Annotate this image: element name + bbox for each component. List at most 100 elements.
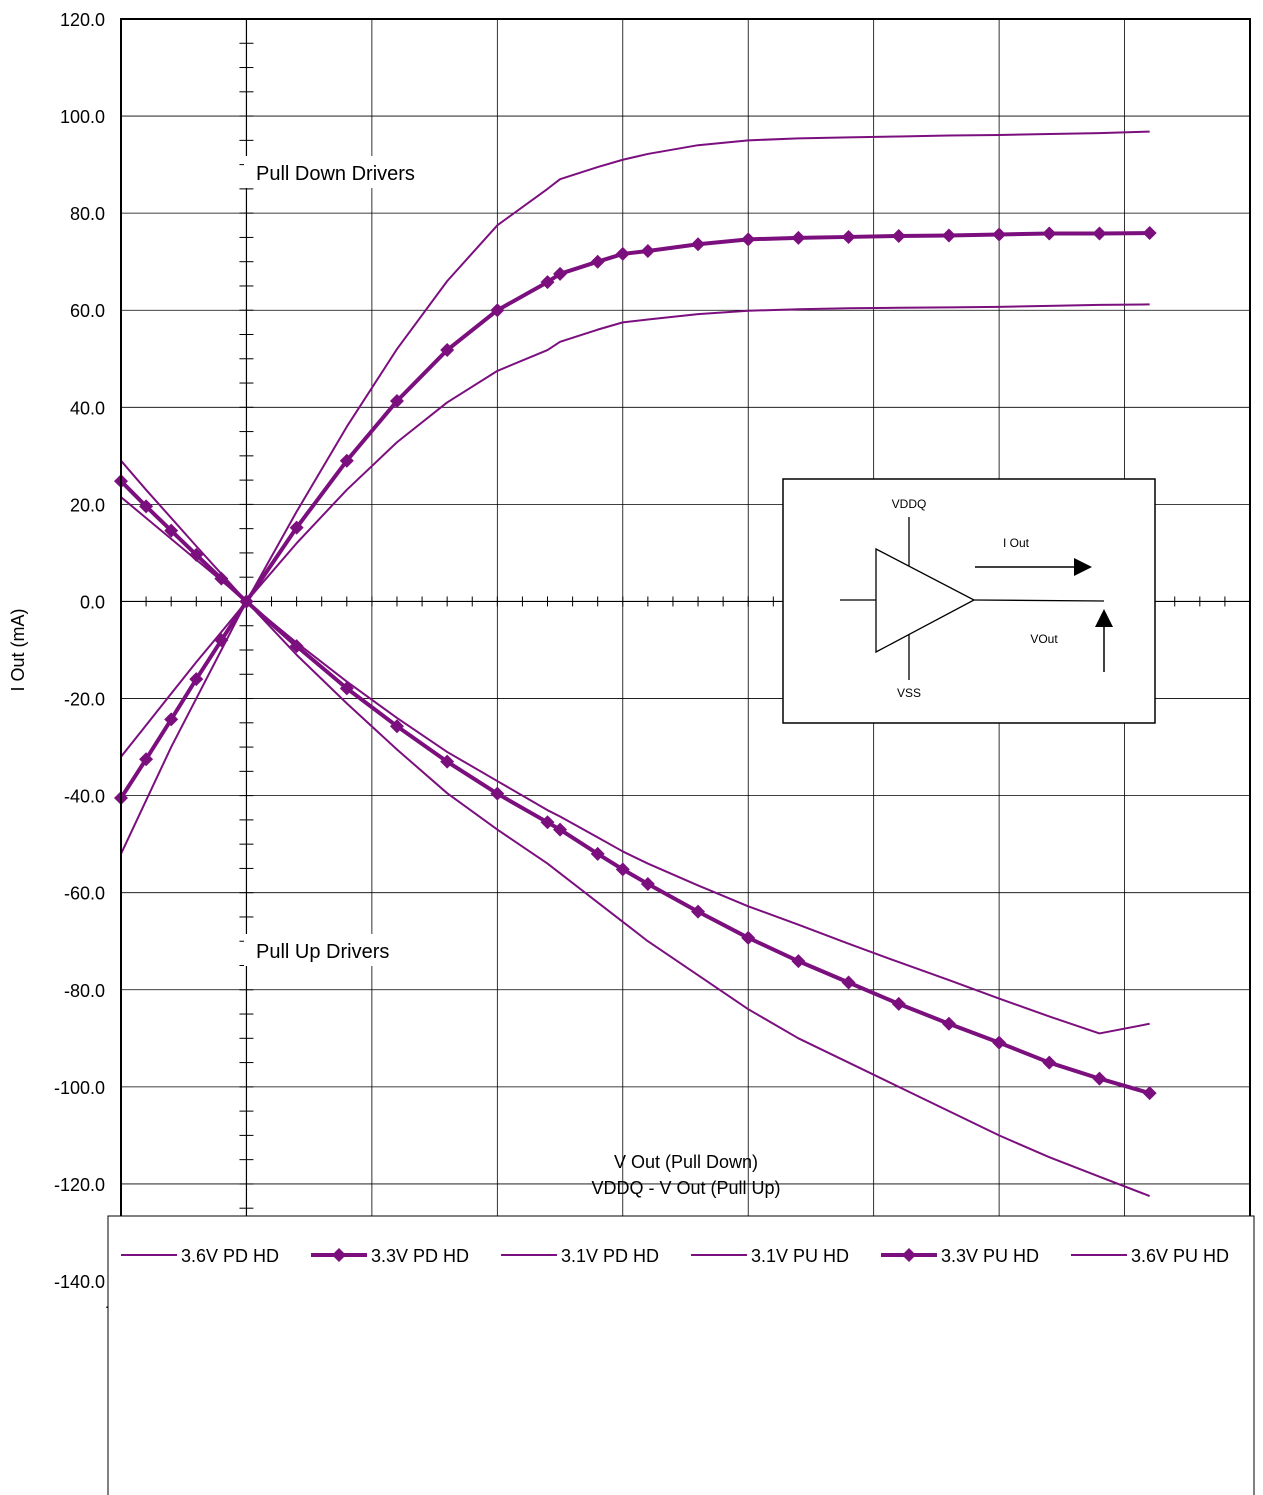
- data-point-marker: [741, 232, 756, 247]
- legend-label: 3.6V PU HD: [1131, 1246, 1229, 1266]
- legend-box: [107, 1215, 1255, 1495]
- y-tick-label: -120.0: [54, 1175, 105, 1195]
- data-point-marker: [741, 930, 756, 945]
- pull-down-annotation-bg: [244, 156, 436, 188]
- data-point-marker: [791, 954, 806, 969]
- data-point-marker: [590, 846, 605, 861]
- output-wire: [973, 599, 1105, 602]
- data-point-marker: [540, 275, 555, 290]
- data-point-marker: [553, 266, 568, 281]
- data-point-marker: [590, 254, 605, 269]
- data-point-marker: [440, 754, 455, 769]
- legend-label: 3.1V PU HD: [751, 1246, 849, 1266]
- data-point-marker: [440, 343, 455, 358]
- data-point-marker: [339, 681, 354, 696]
- y-tick-label: -40.0: [64, 787, 105, 807]
- data-point-marker: [992, 1035, 1007, 1050]
- vout-arrow-icon: [1095, 609, 1113, 627]
- vddq-label: VDDQ: [892, 497, 927, 511]
- y-tick-label: -60.0: [64, 884, 105, 904]
- data-point-marker: [941, 228, 956, 243]
- data-point-marker: [841, 975, 856, 990]
- data-point-marker: [214, 571, 229, 586]
- y-tick-label: 100.0: [60, 107, 105, 127]
- data-point-marker: [1042, 226, 1057, 241]
- data-point-marker: [289, 639, 304, 654]
- series-4: [114, 474, 1157, 1101]
- grid-lines: [121, 19, 1250, 1281]
- data-point-marker: [615, 246, 630, 261]
- data-point-marker: [640, 876, 655, 891]
- data-point-marker: [1092, 1071, 1107, 1086]
- data-point-marker: [691, 237, 706, 252]
- iout-arrow-icon: [1074, 558, 1092, 576]
- y-tick-label: 80.0: [70, 204, 105, 224]
- data-point-marker: [891, 996, 906, 1011]
- pull-down-annotation: Pull Down Drivers: [256, 163, 415, 185]
- data-point-marker: [891, 228, 906, 243]
- series-line: [120, 303, 1150, 758]
- y-tick-label: -140.0: [54, 1272, 105, 1292]
- series-layer: [114, 130, 1157, 1197]
- data-point-marker: [490, 303, 505, 318]
- data-point-marker: [139, 499, 154, 514]
- data-point-marker: [1092, 226, 1107, 241]
- y-tick-label: -20.0: [64, 690, 105, 710]
- data-point-marker: [164, 712, 179, 727]
- y-axis-label: I Out (mA): [8, 608, 28, 691]
- data-point-marker: [1042, 1055, 1057, 1070]
- data-point-marker: [691, 904, 706, 919]
- y-tick-label: 20.0: [70, 495, 105, 515]
- vout-label: VOut: [1030, 632, 1058, 646]
- data-point-marker: [389, 719, 404, 734]
- y-tick-label: 120.0: [60, 10, 105, 30]
- driver-inset-diagram: VDDQ VSS I Out VOut: [782, 478, 1156, 724]
- legend-label: 3.3V PU HD: [941, 1246, 1039, 1266]
- legend-item: 3.6V PD HD: [121, 1246, 279, 1266]
- y-tick-label: 60.0: [70, 301, 105, 321]
- data-point-marker: [553, 822, 568, 837]
- legend-item: 3.1V PU HD: [691, 1246, 849, 1266]
- legend-swatch-marker: [332, 1248, 346, 1262]
- data-point-marker: [615, 862, 630, 877]
- data-point-marker: [841, 229, 856, 244]
- legend-item: 3.6V PU HD: [1071, 1246, 1229, 1266]
- y-tick-labels: 120.0 100.0 80.0 60.0 40.0 20.0 0.0 -20.0 -40.0 -…: [54, 10, 105, 1292]
- data-point-marker: [791, 230, 806, 245]
- data-point-marker: [139, 752, 154, 767]
- legend-item: 3.3V PU HD: [881, 1246, 1039, 1266]
- data-point-marker: [1142, 1086, 1157, 1101]
- legend-label: 3.3V PD HD: [371, 1246, 469, 1266]
- legend: 3.6V PD HD 3.3V PD HD 3.1V PD HD 3.1V PU HD…: [121, 1246, 1229, 1266]
- y-tick-label: 0.0: [80, 592, 105, 612]
- y-tick-label: 40.0: [70, 398, 105, 418]
- series-1: [114, 226, 1157, 806]
- y-tick-label: -80.0: [64, 981, 105, 1001]
- data-point-marker: [1142, 226, 1157, 241]
- legend-item: 3.1V PD HD: [501, 1246, 659, 1266]
- legend-item: 3.3V PD HD: [311, 1246, 469, 1266]
- data-point-marker: [640, 244, 655, 259]
- data-point-marker: [164, 523, 179, 538]
- series-line: [119, 479, 1151, 1096]
- data-point-marker: [941, 1016, 956, 1031]
- series-line: [119, 231, 1150, 800]
- data-point-marker: [289, 520, 304, 535]
- x-axis-label: V Out (Pull Down): [614, 1152, 758, 1172]
- series-5: [120, 460, 1151, 1197]
- data-point-marker: [339, 453, 354, 468]
- iout-label: I Out: [1003, 536, 1030, 550]
- data-point-marker: [389, 393, 404, 408]
- series-line: [120, 460, 1151, 1197]
- data-point-marker: [540, 815, 555, 830]
- x-axis-label-secondary: VDDQ - V Out (Pull Up): [591, 1178, 780, 1198]
- legend-label: 3.1V PD HD: [561, 1246, 659, 1266]
- y-tick-label: -100.0: [54, 1078, 105, 1098]
- data-point-marker: [490, 786, 505, 801]
- pull-up-annotation: Pull Up Drivers: [256, 941, 389, 963]
- vss-label: VSS: [897, 686, 921, 700]
- legend-label: 3.6V PD HD: [181, 1246, 279, 1266]
- legend-swatch-marker: [902, 1248, 916, 1262]
- series-2: [120, 303, 1150, 758]
- pull-up-annotation-bg: [244, 934, 408, 966]
